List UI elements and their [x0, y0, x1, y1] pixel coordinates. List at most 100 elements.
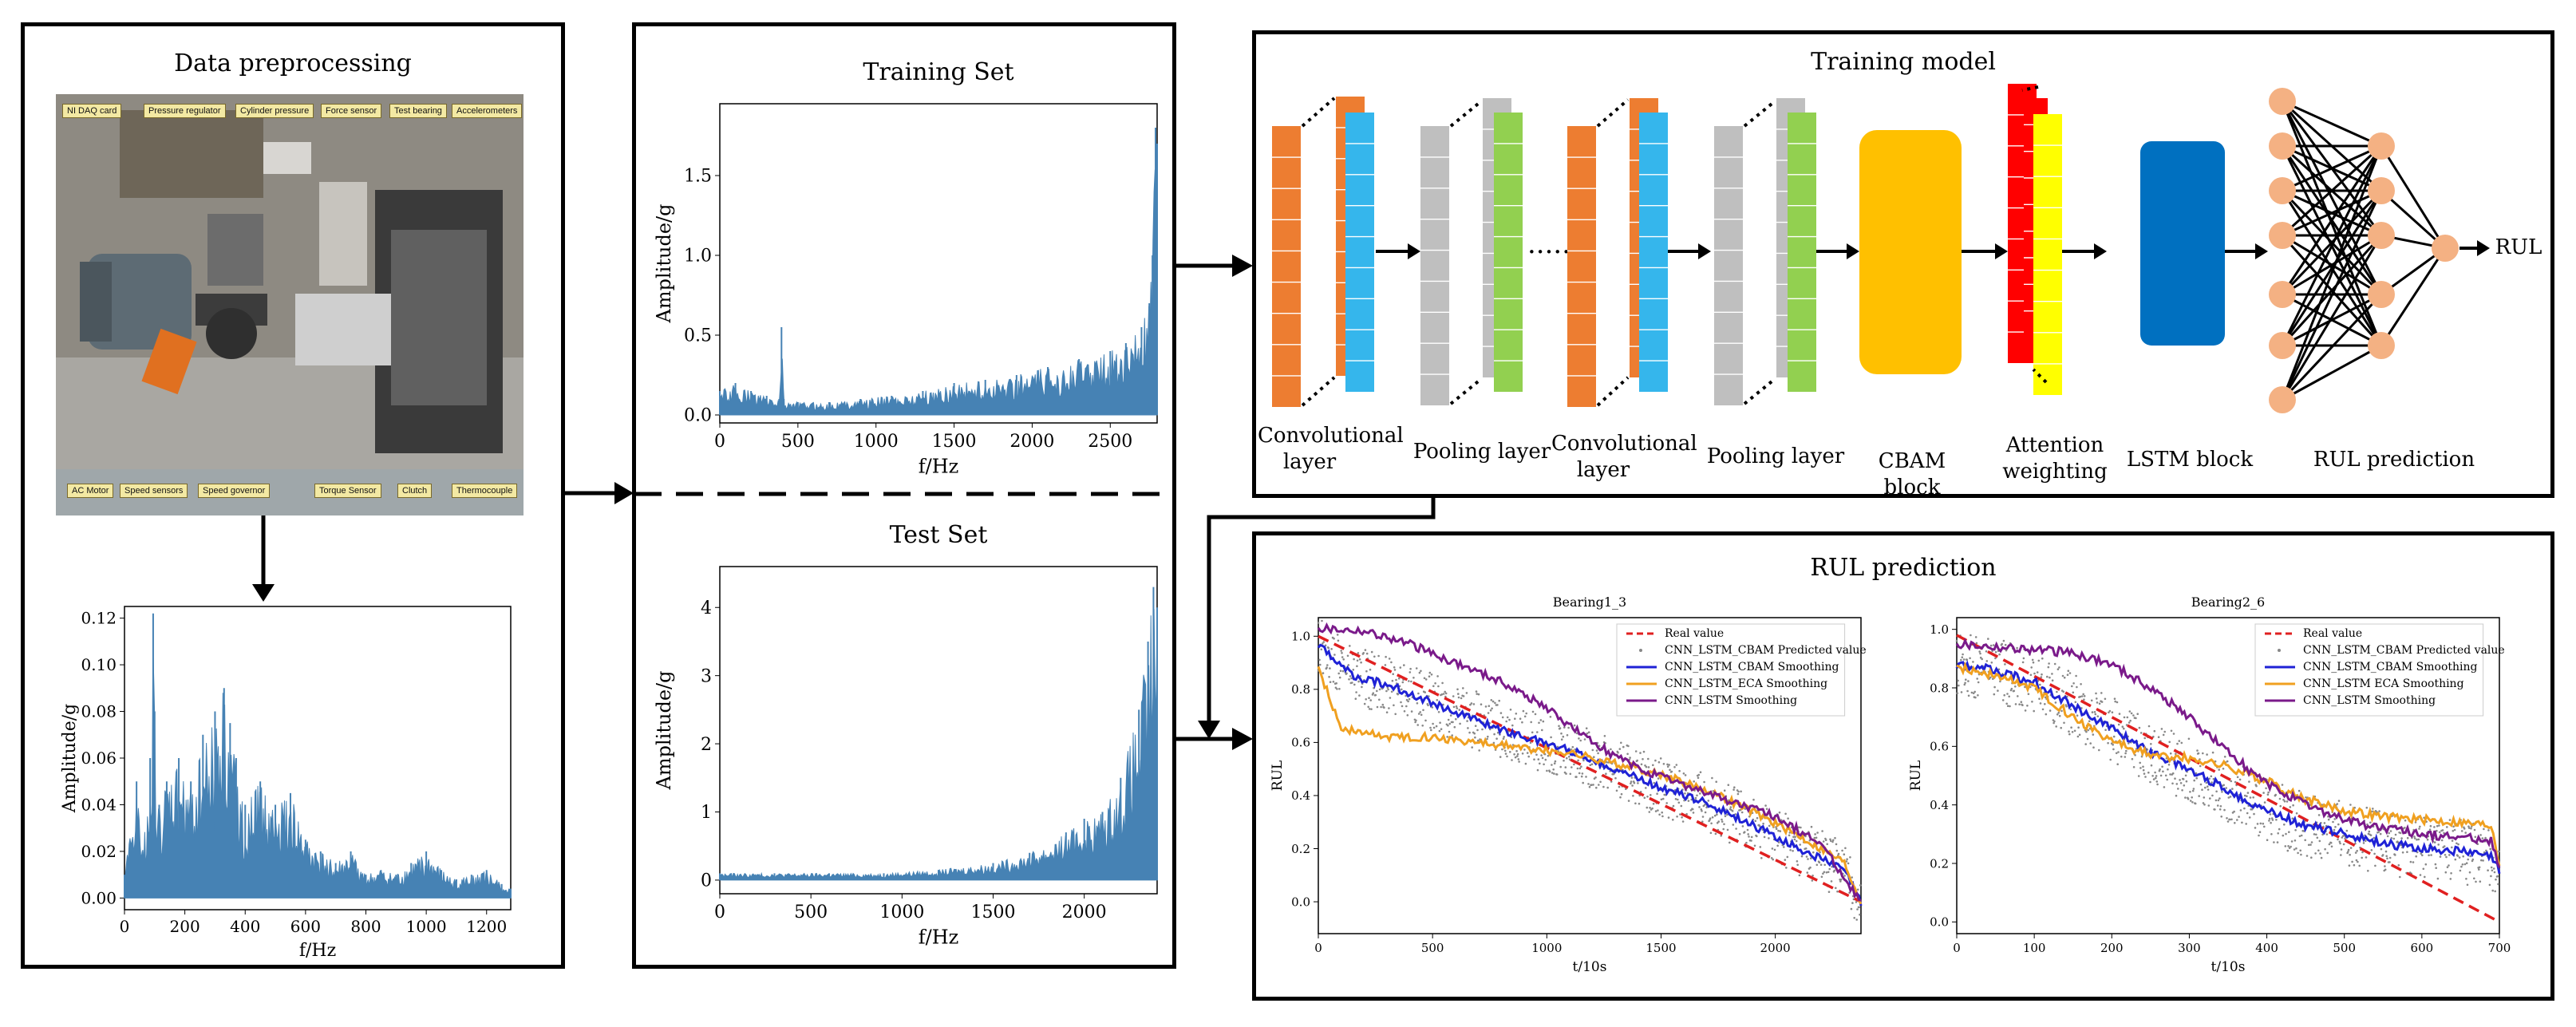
predicted-point [1559, 765, 1562, 768]
predicted-point [1493, 733, 1495, 736]
predicted-point [2479, 834, 2482, 836]
predicted-point [1538, 721, 1540, 725]
predicted-point [1630, 776, 1634, 779]
predicted-point [1741, 825, 1744, 828]
predicted-point [2094, 713, 2097, 716]
predicted-point [2413, 835, 2416, 838]
cbam-block [1859, 130, 1962, 374]
predicted-point [1811, 879, 1814, 882]
predicted-point [2077, 726, 2080, 729]
predicted-point [2392, 837, 2396, 840]
predicted-point [1627, 745, 1630, 748]
flow-arrow-head [2094, 243, 2107, 259]
y-tick-label: 0.08 [81, 702, 117, 721]
predicted-point [1553, 772, 1555, 775]
predicted-point [2246, 812, 2249, 815]
predicted-point [2234, 822, 2236, 824]
predicted-point [2159, 774, 2163, 777]
predicted-point [1496, 731, 1499, 734]
predicted-point [1979, 652, 1981, 655]
predicted-point [1390, 690, 1393, 693]
predicted-point [2443, 845, 2446, 847]
predicted-point [1511, 759, 1513, 761]
predicted-point [1442, 693, 1445, 695]
predicted-point [2452, 825, 2455, 828]
predicted-point [2047, 666, 2050, 669]
x-tick-label: 200 [170, 917, 200, 936]
predicted-point [2320, 856, 2323, 859]
predicted-point [2071, 685, 2073, 688]
predicted-point [2095, 692, 2097, 695]
predicted-point [2238, 778, 2242, 781]
predicted-point [1365, 652, 1369, 655]
predicted-point [2053, 720, 2056, 723]
x-tick-label: 1000 [406, 917, 447, 936]
predicted-point [1823, 863, 1826, 867]
predicted-point [2060, 726, 2062, 729]
predicted-point [2021, 661, 2025, 664]
predicted-point [2227, 796, 2230, 799]
predicted-point [2404, 827, 2406, 829]
predicted-point [1582, 781, 1584, 784]
predicted-point [1653, 781, 1656, 784]
predicted-point [1814, 833, 1816, 835]
predicted-point [1329, 667, 1331, 670]
predicted-point [1501, 716, 1504, 719]
predicted-point [2177, 788, 2179, 790]
predicted-point [1481, 728, 1484, 731]
predicted-point [1693, 780, 1695, 783]
predicted-point [1373, 655, 1376, 658]
predicted-point [2128, 742, 2130, 745]
predicted-point [2121, 725, 2124, 728]
predicted-point [2399, 875, 2401, 879]
predicted-point [1437, 711, 1440, 713]
predicted-point [1788, 834, 1791, 837]
predicted-point [2084, 743, 2087, 745]
predicted-point [2479, 880, 2482, 883]
predicted-point [1727, 784, 1730, 786]
predicted-point [1489, 709, 1492, 712]
predicted-point [1424, 678, 1428, 681]
predicted-point [1336, 688, 1338, 690]
predicted-point [1581, 772, 1584, 775]
x-tick-label: 500 [2333, 941, 2356, 955]
predicted-point [1711, 816, 1714, 819]
x-tick-label: 0 [1314, 941, 1322, 955]
predicted-point [2452, 830, 2455, 832]
predicted-point [1440, 728, 1443, 730]
predicted-point [2348, 864, 2351, 867]
flow-arrow-head [1698, 243, 1711, 259]
predicted-point [2276, 841, 2279, 843]
predicted-point [2243, 794, 2246, 797]
predicted-point [2478, 868, 2480, 871]
predicted-point [1537, 758, 1540, 760]
predicted-point [1536, 768, 1539, 772]
predicted-point [1388, 658, 1391, 660]
predicted-point [1458, 709, 1461, 711]
predicted-point [1341, 670, 1345, 673]
predicted-point [1720, 835, 1722, 837]
predicted-point [1746, 828, 1749, 831]
predicted-point [1554, 760, 1557, 763]
predicted-point [2147, 725, 2151, 728]
predicted-point [2131, 757, 2134, 760]
predicted-point [2003, 693, 2005, 697]
predicted-point [2367, 870, 2369, 872]
predicted-point [2263, 801, 2266, 804]
predicted-point [2029, 673, 2033, 677]
predicted-point [2051, 673, 2053, 675]
predicted-point [2234, 780, 2237, 784]
predicted-point [1792, 850, 1794, 852]
predicted-point [1506, 716, 1509, 719]
predicted-point [1514, 717, 1516, 720]
predicted-point [1551, 764, 1553, 766]
chart-title: Test Set [890, 521, 988, 549]
predicted-point [1393, 669, 1397, 671]
predicted-point [1439, 721, 1441, 724]
predicted-point [1969, 657, 1971, 660]
predicted-point [2062, 690, 2064, 693]
predicted-point [1594, 776, 1597, 779]
predicted-point [1759, 846, 1762, 848]
predicted-point [1605, 772, 1607, 775]
predicted-point [1587, 731, 1590, 733]
